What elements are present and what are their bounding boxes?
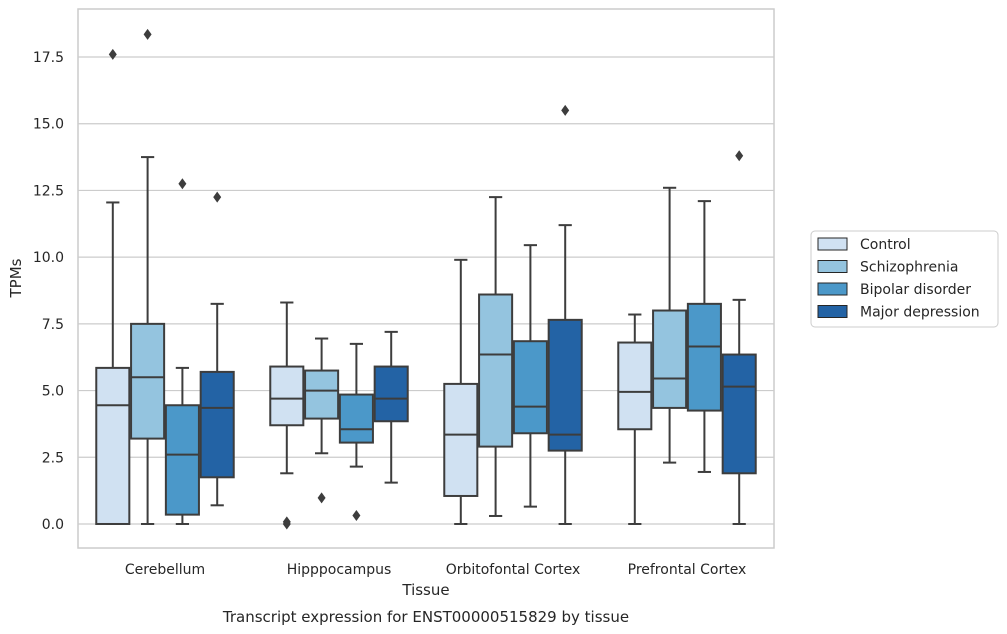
outlier-point (735, 150, 744, 162)
outlier-point (178, 178, 187, 190)
x-tick-label: Prefrontal Cortex (628, 562, 747, 578)
box-0-3 (199, 191, 235, 507)
legend-label: Control (860, 237, 911, 253)
box-1-3 (373, 330, 409, 484)
outlier-point (143, 28, 152, 40)
box-iqr (130, 322, 166, 440)
x-tick-labels: Cerebellum Hipppocampus Orbitofontal Corte… (125, 562, 746, 578)
box-iqr (721, 353, 757, 475)
box-3-1 (652, 186, 688, 464)
y-tick-label: 15.0 (33, 117, 64, 133)
box-3-2 (686, 200, 722, 473)
legend-label: Major depression (860, 305, 980, 321)
outlier-point (561, 104, 570, 116)
y-tick-label: 17.5 (33, 50, 64, 66)
box-3-0 (617, 313, 653, 525)
box-0-2 (164, 178, 200, 525)
legend-swatch (817, 260, 848, 273)
y-tick-label: 0.0 (42, 517, 64, 533)
box-iqr (199, 370, 235, 479)
legend-label: Schizophrenia (860, 260, 958, 276)
box-iqr (686, 302, 722, 412)
plot-frame (77, 8, 775, 549)
legend: Control Schizophrenia Bipolar disorder Majo… (810, 230, 999, 328)
legend-item: Control (817, 237, 911, 253)
box-2-0 (443, 258, 479, 525)
box-iqr (269, 365, 305, 427)
outlier-point (317, 492, 326, 504)
y-tick-label: 2.5 (42, 450, 64, 466)
box-iqr (547, 318, 583, 452)
outlier-point (282, 516, 291, 528)
outlier-point (352, 509, 361, 521)
box-iqr (95, 366, 131, 525)
box-iqr (304, 369, 340, 420)
y-tick-label: 5.0 (42, 384, 64, 400)
x-tick-label: Orbitofontal Cortex (446, 562, 581, 578)
outlier-point (108, 48, 117, 60)
y-tick-label: 12.5 (33, 183, 64, 199)
box-iqr (164, 404, 200, 516)
box-2-1 (478, 196, 514, 517)
legend-item: Bipolar disorder (817, 282, 971, 298)
outlier-point (213, 191, 222, 203)
box-1-1 (304, 337, 340, 504)
y-tick-label: 7.5 (42, 317, 64, 333)
legend-swatch (817, 282, 848, 296)
legend-label: Bipolar disorder (860, 282, 971, 298)
x-tick-label: Cerebellum (125, 562, 205, 578)
box-iqr (338, 393, 374, 444)
box-1-0 (269, 301, 305, 530)
x-tick-label: Hipppocampus (287, 562, 392, 578)
box-3-3 (721, 150, 757, 525)
legend-swatch (817, 305, 848, 318)
box-2-3 (547, 104, 583, 525)
boxes (95, 28, 757, 530)
x-axis-title: Tissue (401, 581, 449, 599)
box-iqr (478, 293, 514, 448)
chart-caption: Transcript expression for ENST0000051582… (222, 608, 629, 626)
box-0-1 (130, 28, 166, 525)
box-iqr (617, 341, 653, 431)
box-1-2 (338, 342, 374, 521)
box-iqr (652, 309, 688, 409)
box-2-2 (512, 244, 548, 508)
legend-swatch (817, 237, 848, 251)
legend-frame (810, 230, 999, 328)
box-iqr (443, 382, 479, 497)
box-iqr (512, 340, 548, 435)
box-iqr (373, 365, 409, 423)
box-0-0 (95, 48, 131, 525)
y-axis-title: TPMs (7, 258, 25, 298)
y-tick-label: 10.0 (33, 250, 64, 266)
plot-border (77, 8, 775, 549)
legend-item: Schizophrenia (817, 260, 958, 276)
y-tick-labels: 0.0 2.5 5.0 7.5 10.0 12.5 15.0 17.5 (33, 50, 64, 533)
legend-item: Major depression (817, 305, 980, 321)
